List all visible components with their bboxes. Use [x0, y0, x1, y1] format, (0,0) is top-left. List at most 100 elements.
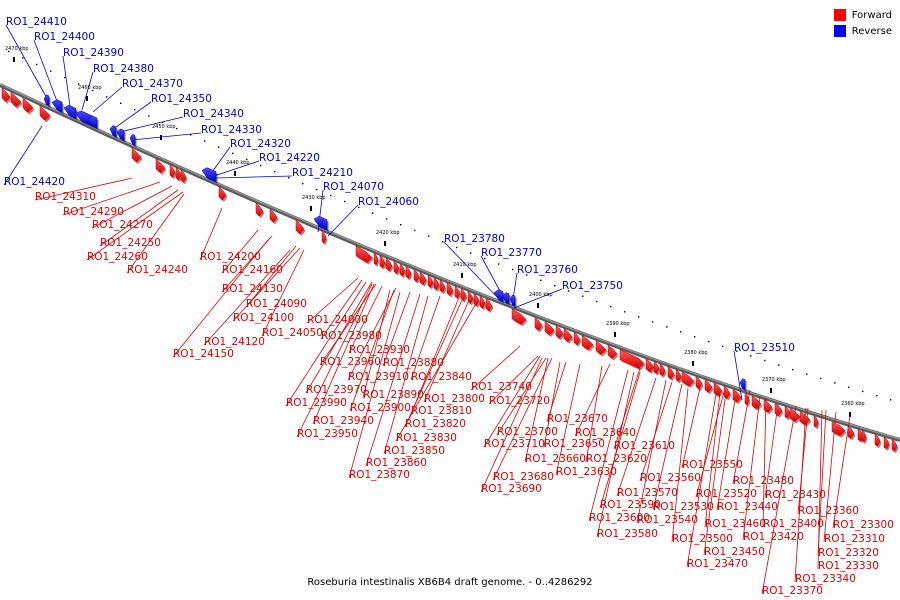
gene-label[interactable]: RO1_24100	[233, 312, 294, 324]
gene-label[interactable]: RO1_23320	[818, 547, 879, 559]
forward-gene-arrow[interactable]	[175, 167, 182, 181]
forward-gene-arrow[interactable]	[433, 277, 440, 291]
gene-label[interactable]: RO1_23960	[320, 356, 381, 368]
reverse-gene-arrow[interactable]	[51, 99, 63, 113]
gene-label[interactable]: RO1_23300	[833, 519, 894, 531]
forward-gene-arrow[interactable]	[1, 87, 11, 103]
gene-label[interactable]: RO1_23940	[313, 415, 374, 427]
forward-gene-arrow[interactable]	[355, 245, 373, 263]
gene-label[interactable]: RO1_24400	[34, 31, 95, 43]
gene-label[interactable]: RO1_24320	[230, 138, 291, 150]
gene-label[interactable]: RO1_23980	[321, 330, 382, 342]
gene-label[interactable]: RO1_23570	[617, 487, 678, 499]
forward-gene-arrow[interactable]	[511, 308, 527, 325]
forward-gene-arrow[interactable]	[883, 436, 890, 450]
gene-label[interactable]: RO1_24340	[183, 108, 244, 120]
forward-gene-arrow[interactable]	[269, 208, 278, 223]
gene-label[interactable]: RO1_23400	[763, 518, 824, 530]
gene-label[interactable]: RO1_23880	[383, 357, 444, 369]
gene-label[interactable]: RO1_23620	[586, 453, 647, 465]
gene-label[interactable]: RO1_23770	[481, 247, 542, 259]
forward-gene-arrow[interactable]	[555, 325, 564, 339]
forward-gene-arrow[interactable]	[653, 361, 660, 375]
gene-label[interactable]: RO1_23740	[471, 381, 532, 393]
forward-gene-arrow[interactable]	[667, 366, 675, 380]
forward-gene-arrow[interactable]	[581, 335, 594, 350]
gene-label[interactable]: RO1_24200	[200, 251, 261, 263]
forward-gene-arrow[interactable]	[405, 265, 412, 279]
gene-label[interactable]: RO1_23580	[597, 528, 658, 540]
reverse-gene-arrow[interactable]	[502, 292, 510, 305]
gene-label[interactable]: RO1_23630	[556, 466, 617, 478]
forward-gene-arrow[interactable]	[479, 295, 486, 309]
forward-gene-arrow[interactable]	[774, 402, 783, 417]
gene-label[interactable]: RO1_24420	[4, 176, 65, 188]
forward-gene-arrow[interactable]	[847, 426, 855, 439]
gene-label[interactable]: RO1_23990	[286, 397, 347, 409]
gene-label[interactable]: RO1_23810	[411, 405, 472, 417]
gene-label[interactable]: RO1_23540	[637, 514, 698, 526]
reverse-gene-arrow[interactable]	[321, 218, 328, 230]
gene-label[interactable]: RO1_23720	[489, 395, 550, 407]
gene-label[interactable]: RO1_23820	[405, 418, 466, 430]
reverse-gene-arrow[interactable]	[109, 125, 117, 138]
forward-gene-arrow[interactable]	[439, 279, 446, 293]
gene-label[interactable]: RO1_24150	[173, 348, 234, 360]
gene-label[interactable]: RO1_23830	[396, 432, 457, 444]
gene-label[interactable]: RO1_24050	[262, 327, 323, 339]
forward-gene-arrow[interactable]	[704, 379, 713, 393]
gene-label[interactable]: RO1_23860	[366, 457, 427, 469]
forward-gene-arrow[interactable]	[427, 274, 434, 288]
gene-label[interactable]: RO1_23310	[824, 533, 885, 545]
gene-label[interactable]: RO1_23760	[517, 264, 578, 276]
gene-label[interactable]: RO1_23560	[640, 472, 701, 484]
gene-label[interactable]: RO1_24220	[259, 152, 320, 164]
forward-gene-arrow[interactable]	[831, 421, 846, 436]
gene-label[interactable]: RO1_23850	[384, 445, 445, 457]
forward-gene-arrow[interactable]	[732, 388, 742, 403]
reverse-gene-arrow[interactable]	[739, 378, 746, 390]
gene-label[interactable]: RO1_24070	[323, 181, 384, 193]
forward-gene-arrow[interactable]	[180, 169, 187, 183]
gene-label[interactable]: RO1_23970	[306, 384, 367, 396]
gene-label[interactable]: RO1_23510	[734, 342, 795, 354]
gene-label[interactable]: RO1_23550	[682, 459, 743, 471]
reverse-gene-arrow[interactable]	[43, 94, 50, 107]
forward-gene-arrow[interactable]	[22, 97, 34, 113]
reverse-gene-arrow[interactable]	[509, 294, 516, 307]
gene-label[interactable]: RO1_23780	[444, 233, 505, 245]
gene-label[interactable]: RO1_24390	[63, 47, 124, 59]
forward-gene-arrow[interactable]	[751, 395, 762, 410]
gene-label[interactable]: RO1_23460	[705, 518, 766, 530]
gene-label[interactable]: RO1_24270	[92, 219, 153, 231]
forward-gene-arrow[interactable]	[675, 369, 682, 382]
forward-gene-arrow[interactable]	[891, 439, 898, 452]
gene-label[interactable]: RO1_23430	[765, 489, 826, 501]
gene-label[interactable]: RO1_23480	[733, 475, 794, 487]
forward-gene-arrow[interactable]	[595, 340, 607, 355]
forward-gene-arrow[interactable]	[874, 434, 881, 447]
forward-gene-arrow[interactable]	[861, 430, 867, 443]
gene-label[interactable]: RO1_23610	[614, 440, 675, 452]
forward-gene-arrow[interactable]	[295, 219, 305, 235]
gene-label[interactable]: RO1_23590	[600, 499, 661, 511]
forward-gene-arrow[interactable]	[379, 255, 386, 269]
gene-label[interactable]: RO1_23660	[525, 453, 586, 465]
forward-gene-arrow[interactable]	[534, 317, 543, 331]
forward-gene-arrow[interactable]	[763, 399, 773, 413]
gene-label[interactable]: RO1_23910	[348, 371, 409, 383]
gene-label[interactable]: RO1_23470	[687, 558, 748, 570]
gene-label[interactable]: RO1_23640	[575, 427, 636, 439]
gene-label[interactable]: RO1_24290	[63, 206, 124, 218]
gene-label[interactable]: RO1_24250	[100, 237, 161, 249]
forward-gene-arrow[interactable]	[373, 252, 379, 266]
gene-label[interactable]: RO1_23440	[717, 501, 778, 513]
forward-gene-arrow[interactable]	[39, 105, 51, 121]
forward-gene-arrow[interactable]	[563, 328, 573, 343]
gene-label[interactable]: RO1_23420	[743, 531, 804, 543]
forward-gene-arrow[interactable]	[723, 385, 731, 399]
gene-label[interactable]: RO1_23750	[562, 280, 623, 292]
gene-label[interactable]: RO1_23530	[653, 501, 714, 513]
forward-gene-arrow[interactable]	[321, 230, 327, 244]
forward-gene-arrow[interactable]	[460, 288, 467, 302]
